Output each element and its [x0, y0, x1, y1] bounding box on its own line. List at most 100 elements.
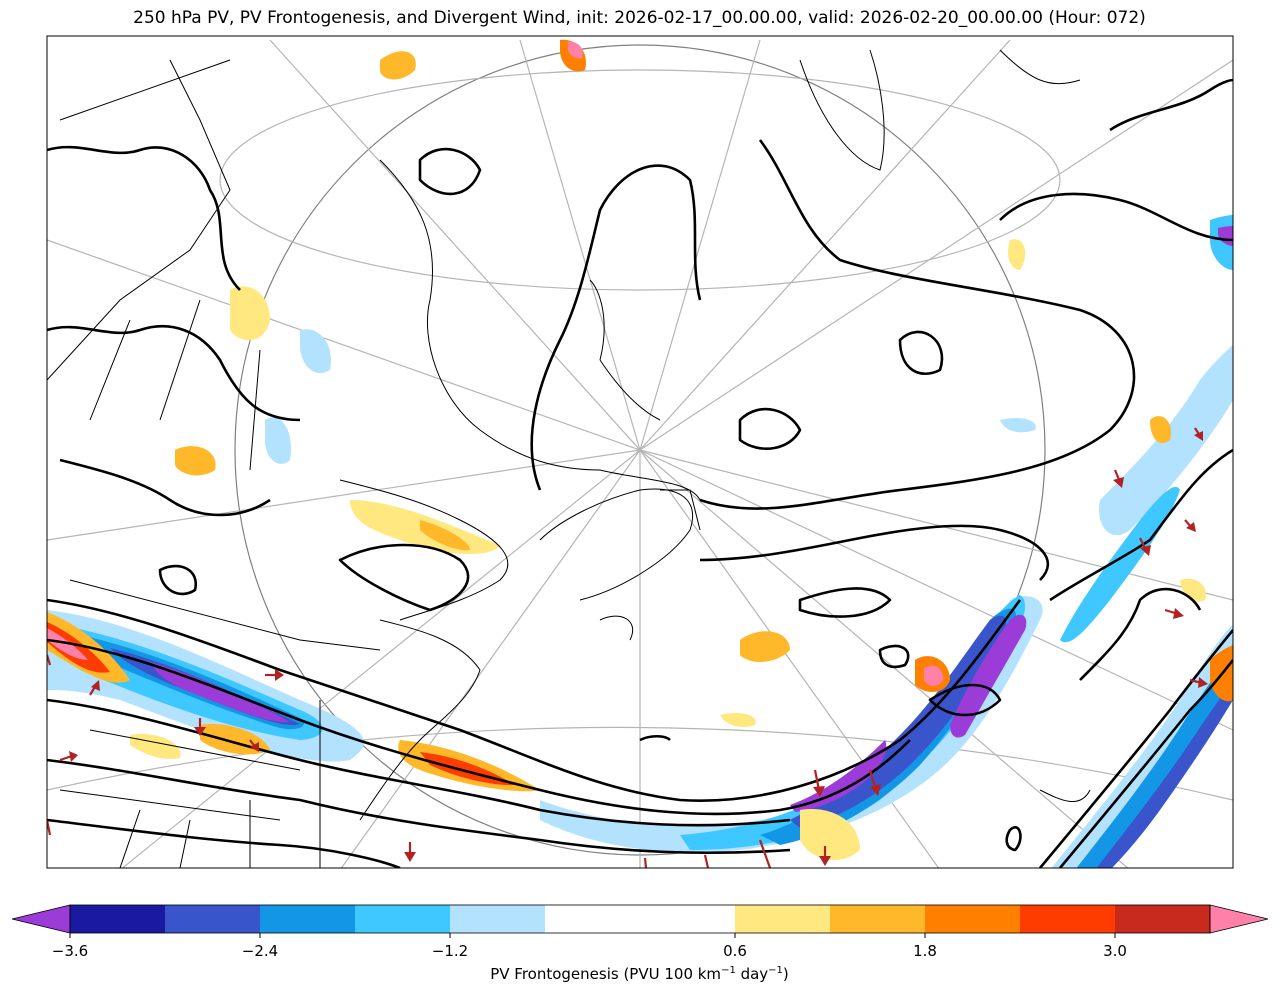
wind-arrow: [194, 718, 206, 736]
pv-contours: [47, 78, 1233, 868]
country-border: [59, 59, 231, 121]
frontogenesis-fill-red: [47, 622, 110, 673]
colorbar-label: PV Frontogenesis (PVU 100 km−1 day−1): [0, 965, 1279, 983]
pv-contour: [699, 524, 1050, 581]
wind-arrow: [1184, 519, 1196, 532]
frontogenesis-fill-yellow: [720, 713, 756, 727]
meridian: [340, 449, 641, 868]
meridian: [269, 39, 641, 451]
coastline: [999, 49, 1081, 85]
frontogenesis-fill-orange: [380, 51, 416, 80]
map-frame: [46, 35, 1234, 869]
colorbar-label-mid: day: [735, 965, 769, 983]
pv-contour: [338, 543, 470, 612]
coastline: [339, 479, 509, 621]
colorbar-tick-label: −3.6: [51, 942, 89, 960]
meridian: [47, 239, 641, 451]
wind-arrow: [813, 769, 825, 797]
pv-contour: [639, 734, 671, 742]
pv-contour: [47, 638, 911, 816]
figure-title: 250 hPa PV, PV Frontogenesis, and Diverg…: [133, 8, 1146, 28]
coastline: [589, 279, 661, 421]
coastline: [660, 489, 701, 531]
coastline: [1039, 789, 1091, 803]
frontogenesis-fill-pink: [924, 665, 944, 686]
country-border: [47, 59, 231, 381]
pv-contour: [47, 145, 241, 291]
pv-contour: [1005, 826, 1022, 852]
frontogenesis-fill-light-blue: [1000, 418, 1036, 433]
wind-arrow: [703, 854, 710, 868]
frontogenesis-fill-orange: [1150, 416, 1171, 444]
pv-contour: [1039, 629, 1233, 868]
coastline: [799, 49, 885, 171]
wind-arrow: [89, 680, 100, 696]
country-border: [69, 579, 381, 651]
wind-arrow: [249, 739, 259, 752]
pv-contour: [47, 818, 401, 868]
colorbar-label-exponent: −1: [721, 965, 736, 976]
frontogenesis-fill-orange: [175, 446, 216, 476]
pv-contour: [1059, 659, 1233, 868]
divergent-wind-arrows: [47, 427, 1208, 868]
colorbar-tick-label: −1.2: [431, 942, 469, 960]
wind-arrow: [1113, 469, 1124, 488]
frontogenesis-fill-cyan: [1060, 486, 1180, 643]
pv-contour: [878, 644, 910, 669]
frontogenesis-fill-light-blue: [1051, 625, 1233, 868]
frontogenesis-fill-light-blue: [300, 329, 331, 374]
wind-arrow: [404, 842, 416, 862]
meridian: [639, 59, 1233, 451]
latitude-line: [47, 726, 1233, 801]
pv-contour: [47, 758, 791, 855]
pv-contour: [738, 407, 802, 450]
pv-contour: [798, 587, 892, 618]
frontogenesis-fill-yellow: [800, 809, 860, 861]
pv-contour: [47, 325, 301, 422]
wind-arrow: [643, 857, 648, 868]
pv-contour: [898, 330, 944, 376]
pv-contour: [530, 164, 702, 491]
wind-arrow: [59, 751, 78, 762]
frontogenesis-fill-light-blue: [265, 417, 291, 464]
graticule: [47, 39, 1233, 868]
meridian: [519, 39, 641, 451]
pv-contour: [47, 698, 791, 827]
coastline: [539, 488, 693, 601]
pv-contour: [699, 139, 1136, 510]
pv-contour: [928, 683, 1002, 717]
coastlines: [47, 49, 1091, 868]
pv-contour: [418, 147, 482, 196]
meridian: [639, 449, 1233, 601]
pv-contour: [999, 192, 1233, 242]
frontogenesis-fill-purple: [950, 614, 1027, 738]
meridian: [121, 449, 641, 868]
pv-contour: [1109, 78, 1233, 132]
frontogenesis-fill-yellow: [230, 286, 270, 341]
colorbar-tick-label: 3.0: [1103, 942, 1127, 960]
pv-contour: [59, 458, 271, 517]
coastline: [379, 159, 701, 501]
frontogenesis-fill-orange: [740, 631, 790, 662]
pv-contour: [47, 598, 1022, 802]
wind-arrow: [1164, 608, 1184, 619]
colorbar-label-prefix: PV Frontogenesis (PVU 100 km: [490, 965, 722, 983]
frontogenesis-fill-orange: [420, 520, 470, 551]
wind-arrow: [819, 846, 831, 866]
wind-arrow: [868, 769, 881, 796]
meridian: [639, 449, 1233, 731]
pv-contour: [1079, 587, 1202, 681]
frontogenesis-fill-pink: [568, 41, 583, 59]
frontogenesis-fill-dark-blue: [790, 615, 1007, 828]
frontogenesis-fill-yellow: [1008, 239, 1026, 270]
wind-arrow: [758, 839, 772, 868]
meridian: [639, 39, 761, 451]
colorbar-label-suffix: ): [782, 965, 789, 983]
colorbar-tick-label: 1.8: [913, 942, 937, 960]
coastline: [599, 615, 634, 641]
coastline: [359, 619, 481, 821]
colorbar-tick-label: −2.4: [241, 942, 279, 960]
wind-arrow: [1189, 677, 1208, 688]
colorbar-label-exponent: −1: [768, 965, 783, 976]
